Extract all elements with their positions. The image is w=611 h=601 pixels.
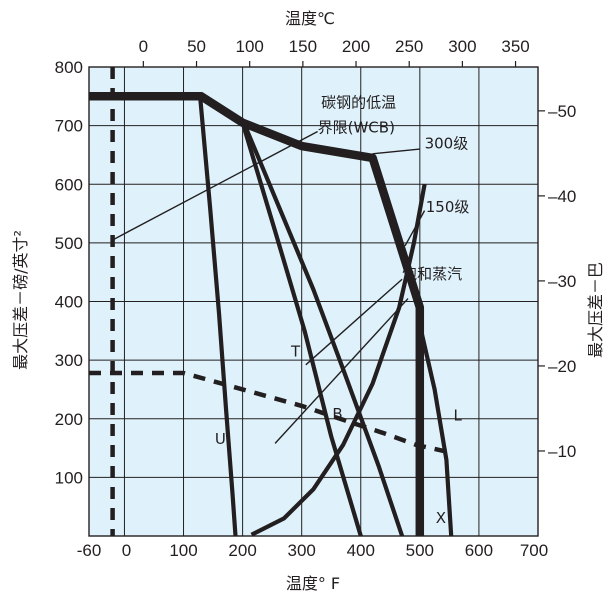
plot-frame: [88, 66, 539, 537]
x-top-tick-label: 50: [187, 37, 206, 56]
x-top-tick-label: 150: [289, 37, 317, 56]
x-top-tick-label: 250: [395, 37, 423, 56]
x-bottom-tick-label: 400: [347, 541, 375, 560]
x-bottom-tick-label: 100: [169, 541, 197, 560]
y-right-tick-label: –10: [548, 442, 576, 461]
y-left-tick-label: 300: [55, 351, 83, 370]
x-bottom-tick-label: 200: [228, 541, 256, 560]
annotation-label: 碳钢的低温: [321, 93, 396, 111]
x-top-tick-label: 200: [342, 37, 370, 56]
y-left-tick-label: 200: [55, 410, 83, 429]
x-bottom-tick-label: 500: [406, 541, 434, 560]
y-left-tick-label: 100: [55, 468, 83, 487]
annotation-label: 饱和蒸汽: [402, 265, 462, 283]
x-bottom-tick-label: 700: [520, 541, 548, 560]
annotation-label: X: [436, 509, 446, 527]
annotation-label: U: [215, 430, 226, 448]
y-left-tick-label: 600: [55, 175, 83, 194]
series-line-seg-t2: [240, 122, 363, 537]
y-left-tick-label: 500: [55, 234, 83, 253]
x-top-axis-title: 温度℃: [285, 9, 335, 28]
x-top-tick-label: 100: [236, 37, 264, 56]
y-right-tick-label: –40: [548, 187, 576, 206]
annotation-label: T: [290, 343, 301, 361]
series-line-l: [417, 324, 454, 537]
y-right-tick-label: –50: [548, 102, 576, 121]
annotation-leader-line: [404, 210, 426, 247]
y-left-axis-title: 最大压差－磅/英寸²: [11, 230, 30, 370]
annotation-leader-line: [274, 298, 409, 444]
annotation-label: L: [454, 407, 463, 425]
y-right-axis-title: 最大压差－巴: [586, 262, 605, 358]
x-bottom-tick-label: 600: [465, 541, 493, 560]
series-line-t: [240, 118, 405, 537]
annotation-label: 界限(WCB): [318, 119, 395, 137]
annotation-leader-line: [305, 278, 403, 366]
y-left-tick-label: 400: [55, 293, 83, 312]
leader-lines: [112, 130, 426, 444]
x-top-tick-label: 0: [139, 37, 148, 56]
x-bottom-axis-title: 温度° F: [286, 574, 340, 593]
x-top-tick-label: 350: [501, 37, 529, 56]
annotation-leader-line: [372, 148, 420, 155]
x-bottom-tick-label: 300: [287, 541, 315, 560]
y-right-tick-label: –20: [548, 357, 576, 376]
annotation-label: B: [332, 405, 342, 423]
y-left-tick-label: 700: [55, 117, 83, 136]
x-bottom-tick-label: 0: [122, 541, 131, 560]
x-bottom-tick-label: -60: [77, 541, 102, 560]
annotation-leader-line: [112, 130, 318, 241]
tick-labels: -60 0 100 200 300 400 500 600 700 0 50 100 150 200 250…: [55, 37, 577, 560]
annotation-label: 150级: [426, 198, 470, 216]
annotation-label: 300级: [425, 134, 469, 152]
y-left-tick-label: 800: [55, 58, 83, 77]
x-top-tick-label: 300: [448, 37, 476, 56]
y-right-tick-label: –30: [548, 272, 576, 291]
